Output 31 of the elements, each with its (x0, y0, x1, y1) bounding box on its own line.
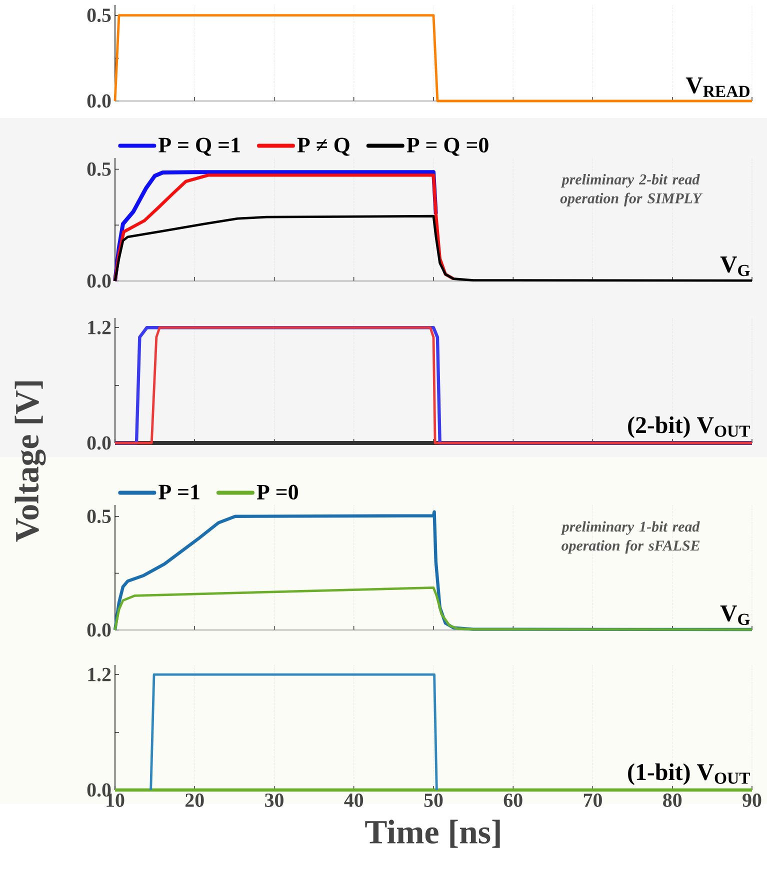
y-tick-label: 0.0 (87, 623, 111, 637)
y-tick-label: 0.5 (87, 8, 111, 22)
legend-label: P = Q =1 (158, 138, 240, 156)
x-tick-label: 20 (186, 794, 204, 807)
x-tick-label: 30 (265, 794, 284, 807)
x-axis-title: Time [ns] (365, 820, 500, 848)
annotation: V$_{READ}$ (686, 78, 750, 97)
y-tick-label: 0.5 (87, 162, 111, 176)
annotation: preliminary 1-bit read operation for sFALSE (560, 521, 700, 554)
x-tick-label: 40 (344, 794, 364, 807)
legend-label: P =1 (158, 484, 200, 500)
annotation: (2-bit) V$_{OUT}$ (628, 416, 750, 438)
annotation: V$_{G}$ (720, 256, 750, 276)
x-tick-label: 90 (742, 794, 762, 807)
annotation: preliminary 2-bit read operation for SIMPLY (560, 174, 703, 206)
annotation: V$_{G}$ (720, 606, 750, 626)
x-tick-label: 70 (584, 794, 602, 807)
annotation: (1-bit) V$_{OUT}$ (628, 763, 750, 786)
y-axis-title: Voltage [V] (14, 381, 46, 542)
y-tick-label: 1.2 (88, 668, 111, 682)
y-tick-label: 0.0 (87, 274, 111, 288)
x-tick-label: 50 (424, 794, 443, 807)
y-tick-label: 0.0 (87, 436, 111, 450)
y-tick-label: 1.2 (88, 320, 111, 334)
x-tick-label: 60 (504, 794, 522, 807)
legend-label: P =0 (256, 484, 298, 500)
y-tick-label: 0.0 (87, 94, 111, 108)
x-tick-label: 80 (663, 794, 682, 807)
legend-label: P ≠ Q (297, 138, 350, 156)
y-tick-label: 0.5 (87, 510, 111, 524)
legend-label: P = Q =0 (406, 138, 488, 156)
